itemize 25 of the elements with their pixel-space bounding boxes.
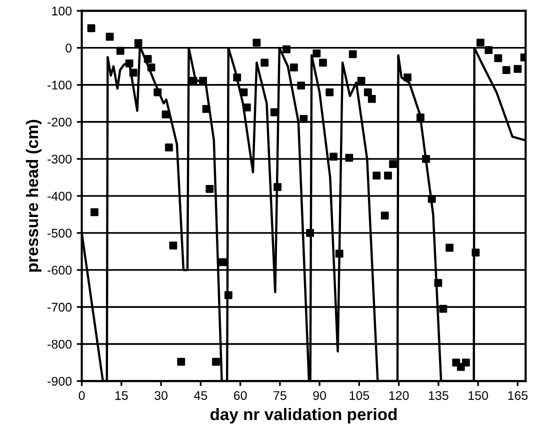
y-tick-label: -600 (48, 266, 72, 275)
y-tick-label: -400 (48, 192, 72, 201)
y-tick-label: -700 (48, 302, 72, 312)
x-axis-title: day nr validation period (210, 408, 397, 424)
y-tick-label: 100 (52, 6, 72, 16)
x-tick-label: 30 (154, 391, 168, 400)
x-tick-label: 0 (78, 391, 85, 400)
y-axis-title: pressure head (cm) (26, 120, 42, 272)
y-tick-label: 0 (66, 44, 72, 52)
x-tick-label: 60 (234, 391, 247, 400)
x-tick-label: 15 (115, 391, 128, 400)
x-tick-label: 165 (508, 391, 528, 400)
y-tick-label: -300 (48, 154, 72, 164)
x-tick-label: 150 (468, 391, 488, 400)
y-tick-label: -900 (48, 376, 72, 386)
x-tick-label: 90 (313, 391, 326, 400)
x-tick-label: 75 (274, 391, 286, 400)
y-tick-label: -200 (48, 118, 72, 127)
y-tick-label: -500 (48, 228, 72, 238)
x-tick-label: 45 (194, 391, 208, 400)
x-tick-label: 135 (428, 391, 448, 400)
x-tick-label: 120 (389, 391, 409, 400)
y-tick-label: -100 (48, 80, 72, 90)
y-tick-label: -800 (48, 340, 72, 349)
x-tick-label: 105 (350, 391, 370, 400)
